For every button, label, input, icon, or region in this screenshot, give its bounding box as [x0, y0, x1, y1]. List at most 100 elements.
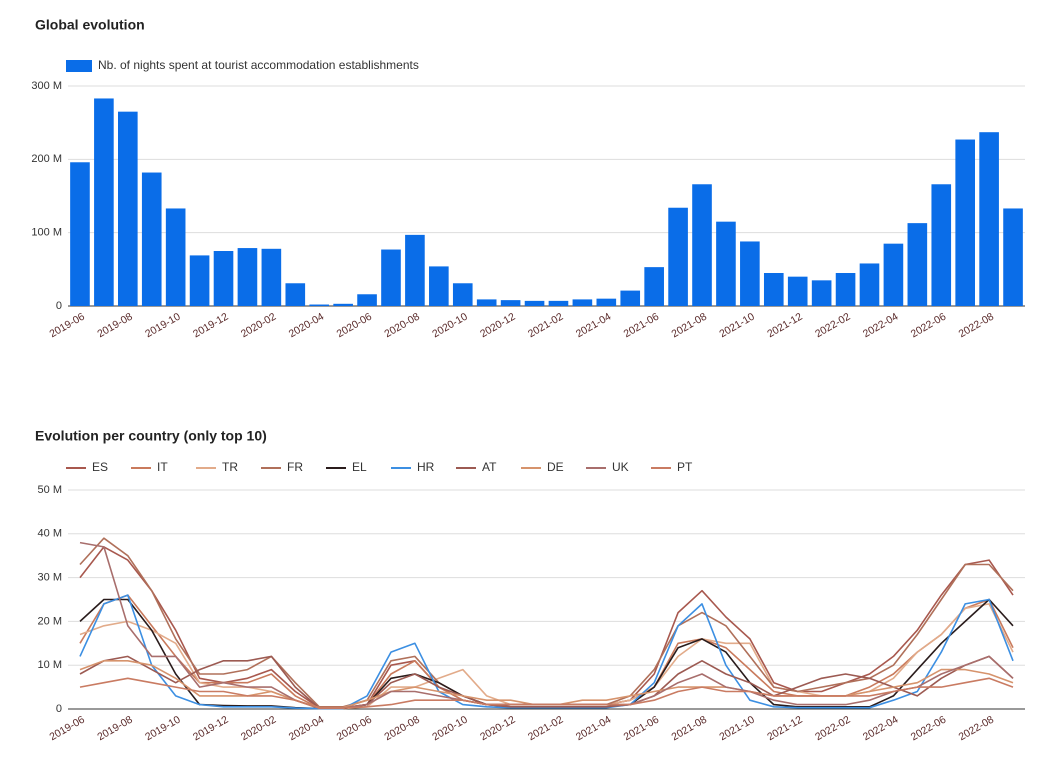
x-tick-label: 2022-02 [813, 311, 853, 341]
bar [94, 98, 114, 306]
x-tick-label: 2020-12 [478, 714, 518, 744]
x-tick-label: 2019-08 [95, 714, 135, 744]
bar [811, 280, 832, 306]
bar [859, 263, 880, 306]
y-tick-label: 10 M [38, 659, 62, 671]
bar [763, 273, 784, 306]
x-tick-label: 2022-06 [909, 714, 949, 744]
x-tick-label: 2022-08 [957, 714, 997, 744]
bar [213, 251, 234, 306]
bar [333, 303, 353, 306]
legend-label: AT [482, 460, 497, 474]
bar [165, 208, 186, 306]
bar [716, 221, 736, 306]
legend-label: HR [417, 460, 435, 474]
legend-label: TR [222, 460, 238, 474]
x-tick-label: 2020-02 [239, 311, 279, 341]
legend-label: ES [92, 460, 108, 474]
bar [357, 294, 377, 306]
x-tick-label: 2020-08 [382, 714, 422, 744]
x-tick-label: 2020-10 [430, 714, 470, 744]
x-tick-label: 2022-06 [909, 311, 949, 341]
bar [596, 298, 617, 306]
x-tick-label: 2020-08 [382, 311, 422, 341]
legend-label: IT [157, 460, 168, 474]
x-tick-label: 2019-12 [191, 311, 231, 341]
legend-label: UK [612, 460, 629, 474]
legend-label: DE [547, 460, 564, 474]
bar [548, 300, 569, 306]
line [79, 677, 1014, 709]
bar [285, 283, 306, 306]
x-tick-label: 2021-08 [670, 311, 710, 341]
x-tick-label: 2021-04 [574, 311, 614, 341]
x-tick-label: 2019-10 [143, 714, 183, 744]
x-tick-label: 2020-10 [430, 311, 470, 341]
bar [189, 255, 210, 306]
bar [644, 267, 664, 306]
bar [476, 299, 497, 306]
bar [237, 248, 258, 306]
legend-label: FR [287, 460, 303, 474]
bar [883, 243, 904, 306]
line [79, 541, 1014, 709]
x-tick-label: 2021-12 [765, 714, 805, 744]
x-tick-label: 2020-06 [335, 311, 375, 341]
x-tick-label: 2020-04 [287, 311, 327, 341]
chart-title: Global evolution [35, 17, 145, 33]
x-tick-label: 2021-12 [765, 311, 805, 341]
bar [118, 111, 138, 307]
bar [907, 223, 928, 306]
bar [1003, 208, 1023, 306]
line [79, 655, 1014, 709]
x-tick-label: 2022-04 [861, 714, 901, 744]
bar [787, 276, 808, 306]
legend-label: EL [352, 460, 367, 474]
x-tick-label: 2021-02 [526, 714, 566, 744]
x-tick-label: 2019-06 [47, 311, 87, 341]
bar [740, 241, 760, 306]
bar [955, 139, 975, 306]
bar [70, 162, 90, 306]
bar [309, 304, 330, 306]
x-tick-label: 2022-04 [861, 311, 901, 341]
x-tick-label: 2022-08 [957, 311, 997, 341]
bar [620, 290, 641, 306]
y-tick-label: 40 M [38, 528, 62, 540]
y-tick-label: 30 M [38, 572, 62, 584]
x-tick-label: 2021-10 [717, 714, 757, 744]
bar [572, 299, 593, 306]
x-tick-label: 2021-10 [717, 311, 757, 341]
bar [429, 266, 449, 306]
bar [692, 184, 712, 306]
bar [835, 273, 856, 306]
x-tick-label: 2019-12 [191, 714, 231, 744]
x-tick-label: 2019-06 [47, 714, 87, 744]
bar [668, 207, 688, 306]
bar [452, 283, 473, 306]
y-tick-label: 0 [56, 703, 62, 715]
legend-swatch [66, 60, 92, 72]
x-tick-label: 2020-04 [287, 714, 327, 744]
bar [500, 300, 521, 306]
legend-label: PT [677, 460, 693, 474]
x-tick-label: 2021-04 [574, 714, 614, 744]
legend-label: Nb. of nights spent at tourist accommoda… [98, 58, 419, 72]
bar [405, 234, 425, 306]
x-tick-label: 2020-12 [478, 311, 518, 341]
bar [524, 300, 545, 306]
y-tick-label: 200 M [31, 153, 62, 165]
bar [381, 249, 401, 306]
line [79, 594, 1014, 710]
x-tick-label: 2021-08 [670, 714, 710, 744]
y-tick-label: 100 M [31, 227, 62, 239]
x-tick-label: 2020-06 [335, 714, 375, 744]
x-tick-label: 2020-02 [239, 714, 279, 744]
bar [261, 248, 282, 306]
line [79, 603, 1014, 710]
y-tick-label: 0 [56, 300, 62, 312]
x-tick-label: 2021-02 [526, 311, 566, 341]
bar [141, 172, 162, 306]
x-tick-label: 2021-06 [622, 714, 662, 744]
